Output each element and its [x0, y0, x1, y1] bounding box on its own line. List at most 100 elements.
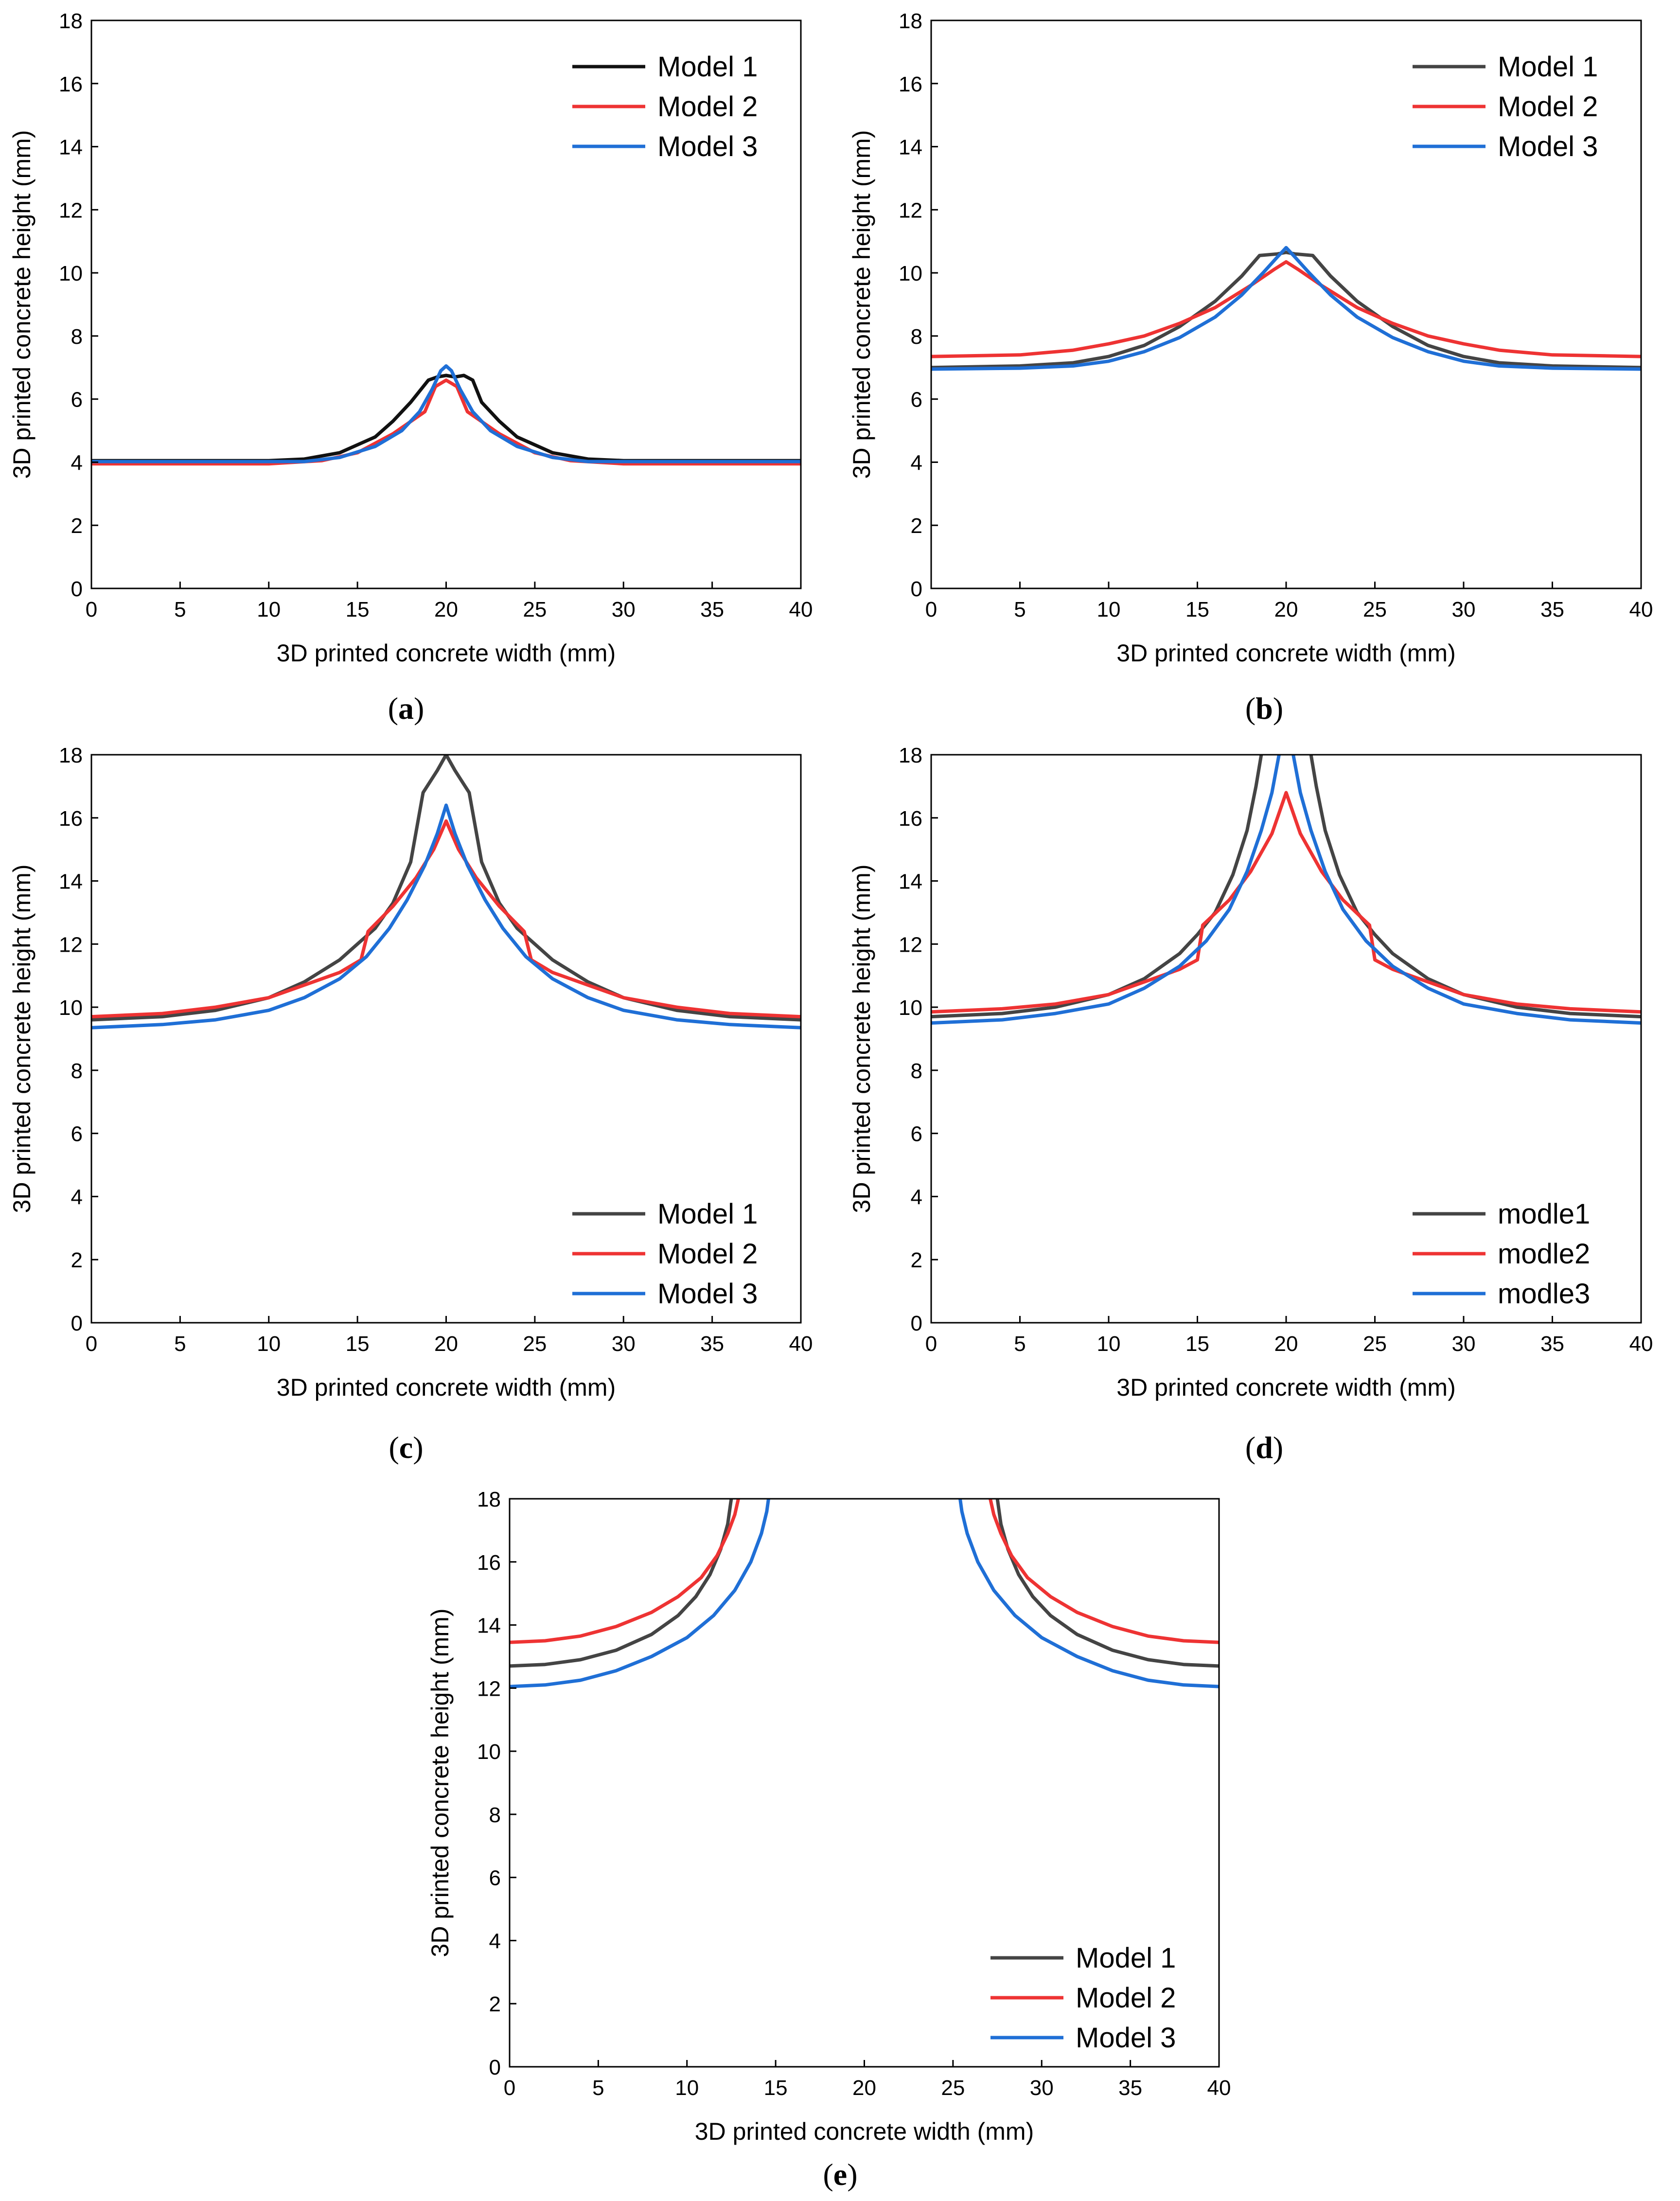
legend-label: Model 2 — [657, 1238, 758, 1270]
series-line-model-3 — [510, 1499, 770, 1688]
y-tick-label: 0 — [489, 2056, 501, 2079]
x-tick-label: 5 — [1014, 598, 1026, 621]
y-tick-label: 8 — [71, 325, 83, 349]
legend-label: Model 1 — [657, 1198, 758, 1230]
y-tick-label: 12 — [477, 1677, 501, 1701]
x-tick-label: 30 — [612, 1332, 636, 1356]
x-tick-label: 10 — [257, 1332, 281, 1356]
legend-label: modle3 — [1498, 1278, 1590, 1310]
y-axis-title: 3D printed concrete height (mm) — [426, 1609, 454, 1957]
legend-label: Model 2 — [657, 91, 758, 123]
x-tick-label: 5 — [174, 1332, 186, 1356]
x-tick-label: 15 — [764, 2076, 788, 2100]
y-tick-label: 18 — [59, 9, 83, 33]
x-tick-label: 10 — [1097, 1332, 1121, 1356]
x-tick-label: 20 — [1274, 1332, 1298, 1356]
y-tick-label: 8 — [911, 1059, 922, 1083]
x-tick-label: 10 — [675, 2076, 699, 2100]
x-tick-label: 25 — [941, 2076, 965, 2100]
y-tick-label: 16 — [477, 1551, 501, 1575]
plot-area — [510, 1499, 1219, 1688]
x-tick-label: 0 — [86, 1332, 97, 1356]
series-line-model-3 — [91, 364, 801, 463]
legend: Model 1 Model 2 Model 3 — [572, 1198, 758, 1310]
x-tick-label: 15 — [1185, 598, 1209, 621]
legend-label: Model 1 — [657, 51, 758, 83]
x-tick-label: 25 — [1363, 598, 1387, 621]
x-tick-label: 0 — [86, 598, 97, 621]
x-tick-label: 40 — [789, 1332, 813, 1356]
y-axis-title: 3D printed concrete height (mm) — [848, 865, 875, 1213]
x-tick-label: 5 — [1014, 1332, 1026, 1356]
legend-label: Model 1 — [1076, 1942, 1176, 1974]
plot-area — [931, 246, 1641, 371]
x-tick-label: 30 — [612, 598, 636, 621]
y-axis-title: 3D printed concrete height (mm) — [8, 865, 35, 1213]
y-tick-label: 14 — [477, 1614, 501, 1638]
x-tick-label: 5 — [174, 598, 186, 621]
axes-frame — [930, 754, 1642, 1324]
x-tick-label: 30 — [1452, 598, 1476, 621]
y-tick-label: 12 — [59, 198, 83, 222]
plot-area — [931, 755, 1641, 1025]
y-tick-label: 16 — [59, 72, 83, 96]
y-tick-label: 8 — [71, 1059, 83, 1083]
legend: Model 1 Model 2 Model 3 — [572, 51, 758, 162]
y-tick-label: 14 — [899, 136, 922, 160]
legend-label: Model 3 — [1076, 2022, 1176, 2054]
x-axis-title: 3D printed concrete width (mm) — [277, 639, 616, 667]
x-tick-label: 30 — [1030, 2076, 1054, 2100]
series-line-model-2 — [510, 1499, 740, 1644]
y-tick-label: 0 — [71, 1312, 83, 1335]
legend-label: Model 3 — [1498, 131, 1598, 162]
series-line-model-1 — [91, 373, 801, 462]
y-tick-label: 2 — [911, 514, 922, 538]
y-tick-label: 4 — [489, 1929, 501, 1953]
x-tick-label: 40 — [789, 598, 813, 621]
y-tick-label: 2 — [71, 514, 83, 538]
y-tick-label: 12 — [899, 198, 922, 222]
x-tick-label: 35 — [700, 1332, 724, 1356]
legend-label: Model 3 — [657, 1278, 758, 1310]
series-line-model-2 — [91, 819, 801, 1019]
y-tick-label: 0 — [911, 1312, 922, 1335]
y-tick-label: 10 — [899, 262, 922, 285]
y-tick-label: 18 — [899, 744, 922, 767]
x-axis-title: 3D printed concrete width (mm) — [1116, 1374, 1455, 1401]
y-tick-label: 16 — [899, 72, 922, 96]
y-tick-label: 6 — [911, 1122, 922, 1146]
legend-label: Model 1 — [1498, 51, 1598, 83]
y-axis-title: 3D printed concrete height (mm) — [8, 130, 35, 479]
y-tick-label: 4 — [911, 451, 922, 475]
y-tick-label: 12 — [59, 933, 83, 957]
x-axis-title: 3D printed concrete width (mm) — [695, 2118, 1034, 2145]
plot-area — [91, 755, 801, 1030]
x-tick-label: 10 — [1097, 598, 1121, 621]
x-tick-label: 0 — [925, 1332, 937, 1356]
series-line-modle1 — [931, 755, 1263, 1019]
x-tick-label: 20 — [852, 2076, 876, 2100]
y-tick-label: 8 — [489, 1803, 501, 1827]
chart-panel-e: 0 5 10 15 20 25 30 35 40 0 2 4 6 8 10 12 14 16 18 3D printe… — [426, 1488, 1231, 2145]
x-tick-label: 15 — [346, 598, 370, 621]
x-tick-label: 15 — [1185, 1332, 1209, 1356]
caption-a: (a) — [388, 691, 424, 726]
legend: Model 1 Model 2 Model 3 — [1413, 51, 1598, 162]
series-line-modle3 — [931, 755, 1281, 1025]
series-line-modle1 — [1309, 755, 1641, 1019]
x-tick-label: 35 — [1540, 598, 1564, 621]
x-tick-label: 40 — [1207, 2076, 1231, 2100]
caption-d: (d) — [1245, 1430, 1284, 1465]
x-tick-label: 25 — [523, 598, 547, 621]
y-tick-label: 14 — [59, 136, 83, 160]
caption-e: (e) — [823, 2157, 858, 2192]
y-tick-label: 14 — [59, 870, 83, 894]
series-line-modle2 — [931, 791, 1641, 1014]
x-tick-label: 10 — [257, 598, 281, 621]
series-line-modle3 — [1291, 755, 1641, 1025]
x-tick-label: 25 — [1363, 1332, 1387, 1356]
y-tick-label: 2 — [71, 1248, 83, 1272]
x-tick-label: 20 — [434, 1332, 458, 1356]
chart-panel-a: 0 5 10 15 20 25 30 35 40 0 2 4 6 8 10 12 14 16 18 3D printe… — [8, 9, 813, 667]
chart-panel-b: 0 5 10 15 20 25 30 35 40 0 2 4 6 8 10 12 14 16 18 3D printe… — [848, 9, 1653, 667]
